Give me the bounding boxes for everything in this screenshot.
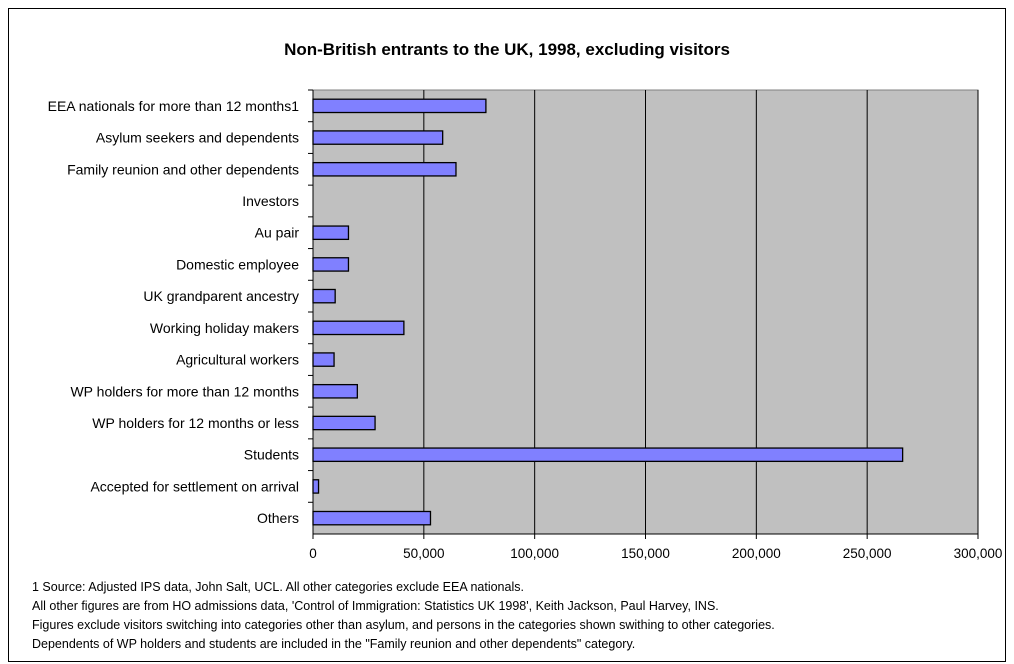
bar: [312, 130, 444, 145]
bar: [312, 225, 350, 241]
y-category-label: Others: [257, 510, 299, 526]
y-category-label: Domestic employee: [176, 256, 299, 272]
bar: [312, 288, 336, 304]
bar: [312, 320, 405, 336]
x-tick-label: 300,000: [954, 546, 1003, 561]
y-category-label: Students: [244, 447, 299, 463]
footnotes: 1 Source: Adjusted IPS data, John Salt, …: [32, 578, 775, 654]
y-category-label: Working holiday makers: [150, 320, 299, 336]
bar: [312, 415, 376, 431]
y-category-label: Accepted for settlement on arrival: [90, 478, 299, 494]
y-category-label: WP holders for 12 months or less: [92, 415, 299, 431]
x-tick-label: 100,000: [510, 546, 559, 561]
y-category-label: Asylum seekers and dependents: [96, 130, 299, 146]
y-category-label: Family reunion and other dependents: [67, 161, 299, 177]
x-tick-label: 0: [309, 546, 317, 561]
y-category-label: WP holders for more than 12 months: [70, 383, 299, 399]
bar: [312, 161, 457, 177]
bar: [312, 352, 335, 367]
bar: [312, 479, 320, 494]
y-category-label: UK grandparent ancestry: [143, 288, 299, 304]
y-category-label: Agricultural workers: [176, 352, 299, 368]
x-tick-label: 200,000: [732, 546, 781, 561]
x-tick-label: 250,000: [843, 546, 892, 561]
footnote: 1 Source: Adjusted IPS data, John Salt, …: [32, 580, 524, 594]
chart-title: Non-British entrants to the UK, 1998, ex…: [284, 40, 730, 59]
bar: [312, 98, 487, 114]
y-category-label: Au pair: [255, 225, 300, 241]
footnote: Dependents of WP holders and students ar…: [32, 637, 636, 651]
bar: [312, 510, 432, 526]
bar: [312, 257, 350, 272]
y-category-label: Investors: [242, 193, 299, 209]
bar: [312, 383, 358, 399]
x-tick-label: 150,000: [621, 546, 670, 561]
x-tick-label: 50,000: [403, 546, 444, 561]
bar: [312, 447, 904, 463]
y-category-label: EEA nationals for more than 12 months1: [48, 98, 300, 114]
footnote: All other figures are from HO admissions…: [32, 599, 719, 613]
footnote: Figures exclude visitors switching into …: [32, 618, 775, 632]
